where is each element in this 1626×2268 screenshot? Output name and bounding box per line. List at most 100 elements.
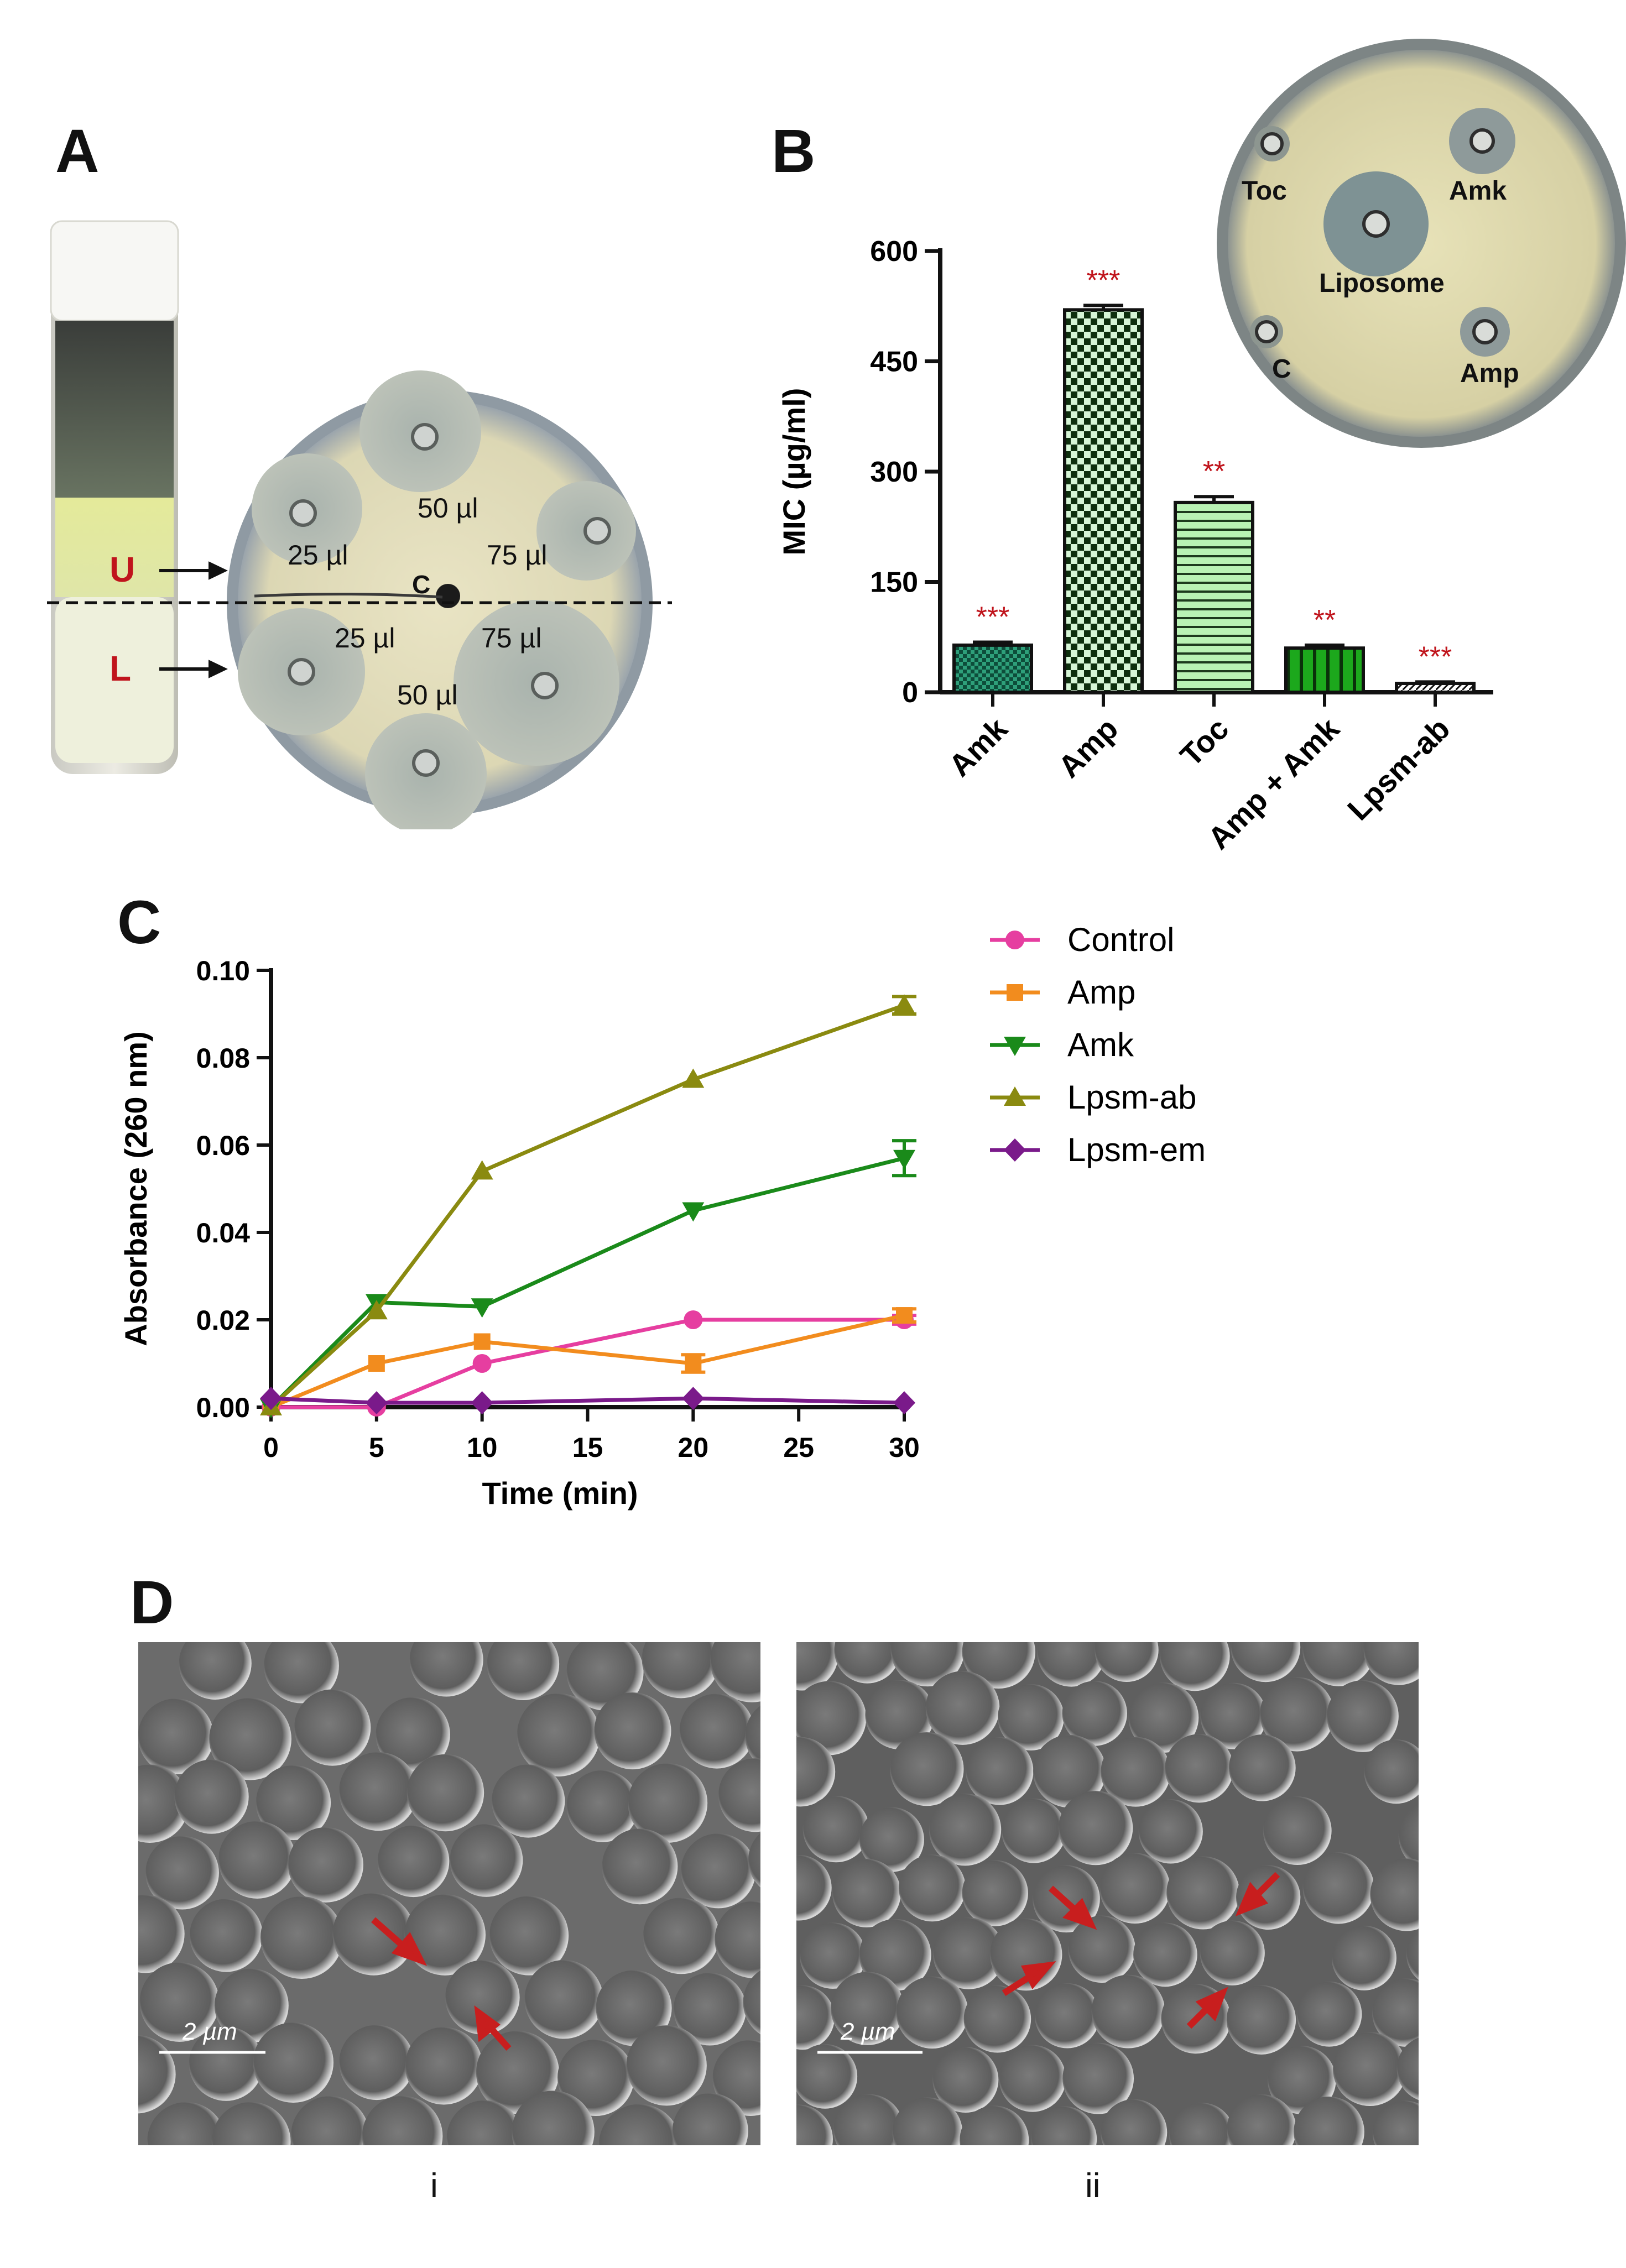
sem-cell xyxy=(1435,1863,1502,1930)
sem-cell xyxy=(377,1825,450,1898)
sem-cell xyxy=(802,1796,869,1863)
sem-cell xyxy=(796,1681,867,1755)
sem-cell xyxy=(1363,1642,1419,1685)
petri-plate xyxy=(227,370,653,835)
line-y-tick-label: 0.04 xyxy=(196,1217,251,1248)
sem-cell xyxy=(1003,2164,1070,2231)
series-point-amp xyxy=(368,1355,385,1372)
bar-y-tick-label: 0 xyxy=(902,677,918,709)
bar-y-axis-label: MIC (µg/ml) xyxy=(776,388,811,556)
sem-images xyxy=(138,1642,1538,2265)
sem-cell xyxy=(512,2091,595,2145)
sem-cell xyxy=(899,1854,966,1922)
line-x-tick-label: 10 xyxy=(467,1432,498,1463)
sem-cell xyxy=(743,1970,760,2035)
absorbance-line-chart: 0.00 0.02 0.04 0.06 0.08 0.10 0 5 10 15 20 25 30 Time… xyxy=(118,921,1206,1511)
upper-label-25: 25 µl xyxy=(288,540,348,571)
sem-cell xyxy=(672,2093,748,2145)
sem-cell xyxy=(745,1705,760,1767)
series-point-lpsm-ab xyxy=(893,994,915,1014)
inset-label-liposome: Liposome xyxy=(1319,269,1445,298)
caption-ii: ii xyxy=(1085,2167,1101,2205)
sem-cell xyxy=(833,2094,904,2145)
line-x-tick-label: 5 xyxy=(369,1432,384,1463)
panel-c: 0.00 0.02 0.04 0.06 0.08 0.10 0 5 10 15 20 25 30 Time… xyxy=(0,885,1626,1548)
series-point-lpsm-em xyxy=(682,1387,705,1410)
series-point-lpsm-em xyxy=(365,1391,388,1415)
sem-cell xyxy=(932,1917,1005,1989)
sem-cell xyxy=(748,1833,760,1888)
sem-cell xyxy=(139,1962,220,2042)
sem-cell xyxy=(566,1770,639,1842)
sem-cell xyxy=(1472,1681,1538,1747)
legend-marker-amk xyxy=(1004,1037,1026,1056)
sem-cell xyxy=(181,2162,257,2238)
sem-image-ii xyxy=(764,1642,1538,2265)
sem-cell xyxy=(896,1976,968,2049)
sem-cell xyxy=(859,1919,931,1991)
sem-cell xyxy=(1237,2224,1305,2265)
sem-cell xyxy=(628,1763,708,1843)
sem-cell xyxy=(553,2163,636,2246)
sem-cell xyxy=(965,2224,1030,2265)
series-point-lpsm-ab xyxy=(471,1160,493,1180)
sem-cell xyxy=(294,2227,374,2265)
sem-cell xyxy=(1372,2100,1419,2145)
series-line-lpsm-em xyxy=(270,1396,905,1405)
sem-cell xyxy=(596,2230,670,2265)
series-point-control xyxy=(472,1354,492,1373)
sem-cell xyxy=(859,1807,924,1872)
sem-cell xyxy=(1432,2222,1499,2265)
plate-center-label: C xyxy=(412,570,431,599)
sem-cell xyxy=(446,2100,523,2145)
sem-cell xyxy=(179,1642,252,1700)
legend-marker-lpsm-em xyxy=(1004,1138,1026,1162)
sem-cell xyxy=(336,2172,409,2245)
sem-cell xyxy=(260,1896,343,1979)
vial-label-upper: U xyxy=(110,550,136,589)
sem-cell xyxy=(1037,1642,1106,1687)
bar-y-tick-label: 300 xyxy=(870,456,918,488)
bar-significance: *** xyxy=(1419,641,1452,673)
sem-cell xyxy=(800,1922,866,1989)
panel-letter-d: D xyxy=(130,1569,174,1637)
sem-cell xyxy=(764,2216,832,2265)
bar-lpsm-ab xyxy=(1395,682,1476,694)
sem-cell xyxy=(747,2232,824,2265)
sem-cell xyxy=(1062,2042,1134,2114)
sem-cell xyxy=(1169,2103,1235,2145)
sem-cell xyxy=(1128,1682,1199,1753)
lower-label-75: 75 µl xyxy=(481,623,542,654)
sem-cell xyxy=(1226,1985,1296,2055)
sem-cell xyxy=(1162,2214,1234,2265)
sem-cell xyxy=(1372,1978,1419,2047)
sem-cell xyxy=(174,1759,249,1834)
legend-label-amk: Amk xyxy=(1067,1026,1134,1063)
sem-cell xyxy=(1435,2098,1503,2166)
sem-cell xyxy=(138,1895,185,1973)
sem-cell xyxy=(890,1732,964,1806)
sem-cell xyxy=(1229,1734,1296,1801)
sem-cell xyxy=(932,2046,999,2113)
sem-cell xyxy=(1227,2094,1296,2145)
series-point-lpsm-ab xyxy=(365,1300,388,1320)
sem-cell xyxy=(557,2039,634,2117)
line-x-tick-label: 20 xyxy=(678,1432,709,1463)
sem-cell xyxy=(963,1985,1031,2053)
sem-cell xyxy=(524,1959,603,2039)
sem-cell xyxy=(145,1836,219,1910)
series-line-lpsm-ab xyxy=(269,1003,905,1409)
sem-cell xyxy=(796,1642,838,1691)
sem-cell xyxy=(209,1697,291,1780)
sem-cell xyxy=(796,1854,832,1921)
series-point-amp xyxy=(473,1333,491,1350)
sem-cell xyxy=(406,1754,484,1832)
sem-cell xyxy=(999,2045,1066,2112)
sem-cell xyxy=(404,1894,486,1976)
inset-label-amk: Amk xyxy=(1449,176,1507,206)
sem-cell xyxy=(1231,1642,1301,1682)
series-point-amk xyxy=(682,1202,705,1222)
sem-cell xyxy=(1273,2161,1340,2229)
series-line-amp xyxy=(270,1313,905,1409)
